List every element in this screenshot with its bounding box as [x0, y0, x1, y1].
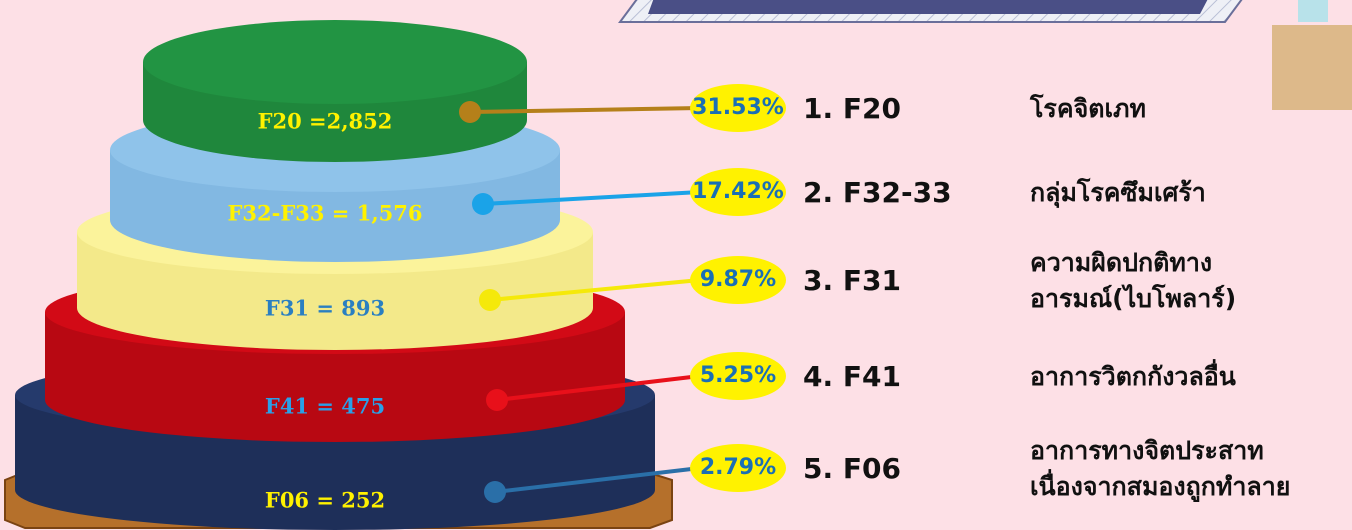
connector-dot: [459, 101, 481, 123]
connector-dot: [486, 389, 508, 411]
rank: 5. F06: [803, 452, 901, 485]
rank: 4. F41: [803, 360, 901, 393]
connector-dot: [472, 193, 494, 215]
infographic: F06 = 252 F41 = 475 F31 = 893 F32-F33 = 1,5…: [0, 0, 1352, 530]
description: ความผิดปกติทาง: [1030, 248, 1212, 277]
box: [1272, 25, 1352, 110]
connector-dot: [479, 289, 501, 311]
description: โรคจิตเภท: [1029, 93, 1146, 123]
connector-dot: [484, 481, 506, 503]
tier-label: F32-F33 = 1,576: [228, 201, 423, 226]
rank: 3. F31: [803, 264, 901, 297]
cake: F06 = 252 F41 = 475 F31 = 893 F32-F33 = 1,5…: [15, 20, 655, 530]
tier-label: F20 =2,852: [258, 109, 393, 134]
tier-label: F41 = 475: [265, 394, 385, 419]
percent: 9.87%: [700, 267, 776, 292]
description: อาการทางจิตประสาท: [1030, 436, 1264, 465]
percent: 2.79%: [700, 455, 776, 480]
description: กลุ่มโรคซึมเศร้า: [1030, 177, 1206, 209]
percent: 5.25%: [700, 363, 776, 388]
percent: 31.53%: [692, 95, 784, 120]
banner-inner: [648, 0, 1210, 14]
tier-label: F31 = 893: [265, 296, 385, 321]
description: อาการวิตกกังวลอื่น: [1030, 359, 1236, 391]
tier-label: F06 = 252: [265, 488, 385, 513]
jar: [1298, 0, 1328, 22]
description: อารมณ์(ไบโพลาร์): [1030, 283, 1236, 313]
tier-top: [143, 20, 527, 104]
percent: 17.42%: [692, 179, 784, 204]
description: เนื่องจากสมองถูกทำลาย: [1030, 469, 1290, 503]
rank: 2. F32-33: [803, 176, 952, 209]
rank: 1. F20: [803, 92, 901, 125]
